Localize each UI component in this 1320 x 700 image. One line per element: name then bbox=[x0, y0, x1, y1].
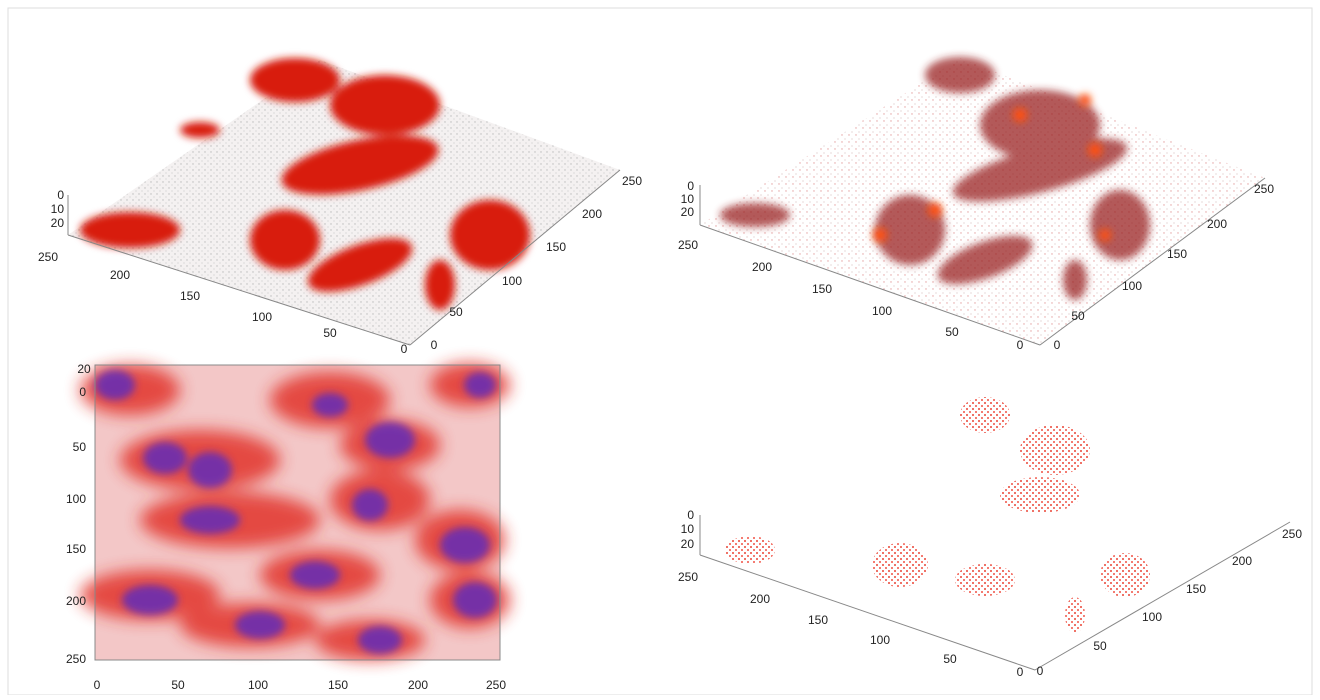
tick-label: 200 bbox=[1207, 217, 1227, 231]
tick-label: 200 bbox=[110, 268, 130, 282]
tick-label: 0 bbox=[687, 179, 694, 193]
tick-label: 50 bbox=[1071, 309, 1085, 323]
tick-label: 0 bbox=[1054, 338, 1061, 352]
tick-label: 250 bbox=[1282, 527, 1302, 541]
tick-label: 100 bbox=[502, 274, 522, 288]
tick-label: 20 bbox=[51, 216, 65, 230]
tick-label: 10 bbox=[681, 522, 695, 536]
tick-label: 200 bbox=[582, 207, 602, 221]
tick-label: 10 bbox=[681, 192, 695, 206]
figure: 0102025020015010050005010015020025001020… bbox=[0, 0, 1320, 695]
tick-label: 100 bbox=[252, 310, 272, 324]
tick-label: 50 bbox=[73, 440, 87, 454]
tick-label: 250 bbox=[38, 250, 58, 264]
tick-label: 150 bbox=[66, 542, 86, 556]
tick-label: 250 bbox=[678, 570, 698, 584]
tick-label: 200 bbox=[752, 260, 772, 274]
tick-label: 200 bbox=[66, 594, 86, 608]
tick-label: 0 bbox=[1037, 664, 1044, 678]
tick-label: 200 bbox=[1232, 554, 1252, 568]
tick-label: 20 bbox=[681, 205, 695, 219]
tick-label: 150 bbox=[812, 282, 832, 296]
tick-label: 0 bbox=[431, 338, 438, 352]
tick-label: 100 bbox=[1142, 610, 1162, 624]
tick-label: 100 bbox=[248, 678, 268, 692]
tick-label: 150 bbox=[180, 289, 200, 303]
tick-label: 200 bbox=[750, 592, 770, 606]
tick-label: 250 bbox=[486, 678, 506, 692]
tick-label: 150 bbox=[546, 240, 566, 254]
tick-label: 50 bbox=[171, 678, 185, 692]
tick-label: 100 bbox=[870, 633, 890, 647]
tick-label: 0 bbox=[1017, 665, 1024, 679]
tick-label: 0 bbox=[401, 342, 408, 356]
panel-scatter-sparse bbox=[700, 397, 1290, 670]
tick-label: 150 bbox=[1167, 247, 1187, 261]
tick-label: 150 bbox=[1186, 582, 1206, 596]
page: 0102025020015010050005010015020025001020… bbox=[0, 0, 1320, 700]
tick-label: 200 bbox=[408, 678, 428, 692]
panel-surface bbox=[68, 58, 620, 345]
tick-label: 50 bbox=[1093, 639, 1107, 653]
tick-label: 0 bbox=[79, 385, 86, 399]
tick-label: 50 bbox=[945, 325, 959, 339]
tick-label: 50 bbox=[943, 652, 957, 666]
tick-label: 250 bbox=[66, 652, 86, 666]
tick-label: 50 bbox=[323, 326, 337, 340]
tick-label: 150 bbox=[808, 613, 828, 627]
tick-label: 0 bbox=[1017, 338, 1024, 352]
tick-label: 20 bbox=[77, 362, 91, 376]
tick-label: 250 bbox=[678, 238, 698, 252]
tick-label: 10 bbox=[51, 202, 65, 216]
tick-label: 0 bbox=[687, 508, 694, 522]
tick-label: 250 bbox=[622, 174, 642, 188]
tick-label: 250 bbox=[1254, 182, 1274, 196]
tick-label: 100 bbox=[66, 492, 86, 506]
tick-label: 100 bbox=[872, 304, 892, 318]
tick-label: 0 bbox=[94, 678, 101, 692]
panel-image bbox=[80, 363, 510, 660]
tick-label: 20 bbox=[681, 537, 695, 551]
tick-label: 100 bbox=[1122, 279, 1142, 293]
panel-scatter-dark bbox=[700, 57, 1265, 345]
tick-label: 0 bbox=[57, 188, 64, 202]
tick-label: 150 bbox=[328, 678, 348, 692]
tick-label: 50 bbox=[449, 305, 463, 319]
